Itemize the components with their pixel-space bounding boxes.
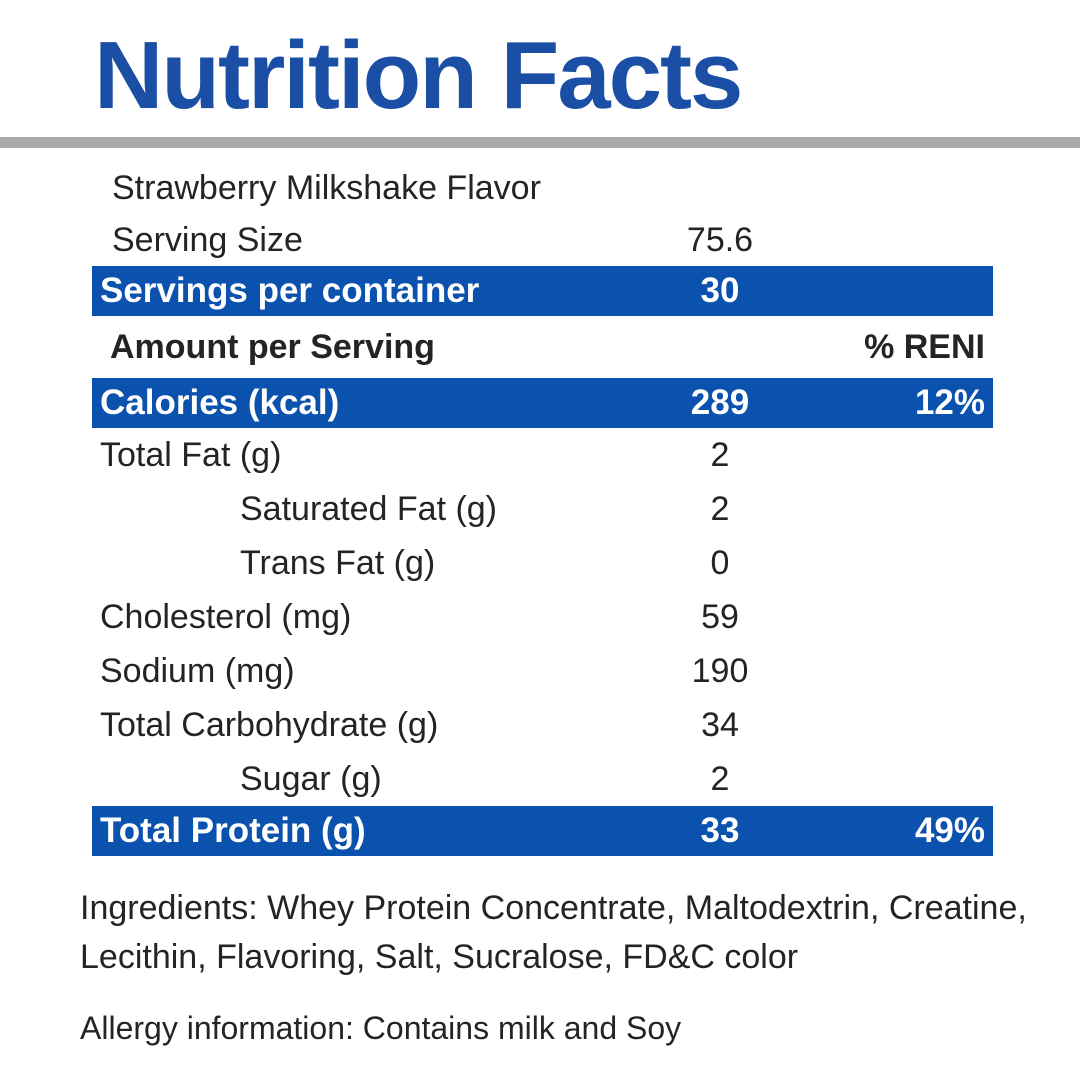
row-value: 2 [710, 435, 730, 474]
row-percent: 49% [914, 811, 985, 850]
servings-per-container-label: Servings per container [100, 271, 480, 310]
page-title: Nutrition Facts [94, 22, 743, 129]
row-label: Sodium (mg) [100, 651, 295, 690]
row-value: 289 [690, 383, 750, 422]
amount-per-serving-row: Amount per Serving % RENI [92, 316, 993, 378]
serving-size-row: Serving Size 75.6 [92, 214, 993, 266]
row-label: Saturated Fat (g) [240, 489, 498, 528]
servings-per-container-row: Servings per container 30 [92, 266, 993, 316]
row-value: 59 [701, 597, 739, 636]
row-label: Total Protein (g) [100, 811, 366, 850]
table-row-total-carbohydrate: Total Carbohydrate (g) 34 [92, 698, 993, 752]
title-divider [0, 137, 1080, 148]
table-row-sodium: Sodium (mg) 190 [92, 644, 993, 698]
table-row-total-fat: Total Fat (g) 2 [92, 428, 993, 482]
row-label: Total Carbohydrate (g) [100, 705, 439, 744]
row-value: 2 [710, 759, 730, 798]
row-value: 33 [700, 811, 740, 850]
servings-per-container-value: 30 [700, 271, 740, 310]
amount-per-serving-label: Amount per Serving [110, 327, 435, 366]
row-label: Calories (kcal) [100, 383, 340, 422]
table-row-cholesterol: Cholesterol (mg) 59 [92, 590, 993, 644]
table-row-saturated-fat: Saturated Fat (g) 2 [92, 482, 993, 536]
table-row-calories: Calories (kcal) 289 12% [92, 378, 993, 428]
flavor-text: Strawberry Milkshake Flavor [112, 168, 541, 207]
row-label: Trans Fat (g) [240, 543, 436, 582]
table-row-trans-fat: Trans Fat (g) 0 [92, 536, 993, 590]
flavor-row: Strawberry Milkshake Flavor [92, 162, 993, 214]
row-value: 0 [710, 543, 730, 582]
row-label: Cholesterol (mg) [100, 597, 352, 636]
row-label: Total Fat (g) [100, 435, 282, 474]
row-label: Sugar (g) [240, 759, 382, 798]
row-value: 34 [701, 705, 739, 744]
row-percent: 12% [914, 383, 985, 422]
ingredients-text: Ingredients: Whey Protein Concentrate, M… [80, 889, 1027, 976]
serving-size-value: 75.6 [686, 220, 754, 259]
row-value: 190 [691, 651, 749, 690]
percent-reni-header: % RENI [864, 327, 985, 366]
table-row-sugar: Sugar (g) 2 [92, 752, 993, 806]
table-row-total-protein: Total Protein (g) 33 49% [92, 806, 993, 856]
serving-size-label: Serving Size [112, 220, 303, 259]
row-value: 2 [710, 489, 730, 528]
allergy-info-text: Allergy information: Contains milk and S… [80, 1010, 682, 1046]
